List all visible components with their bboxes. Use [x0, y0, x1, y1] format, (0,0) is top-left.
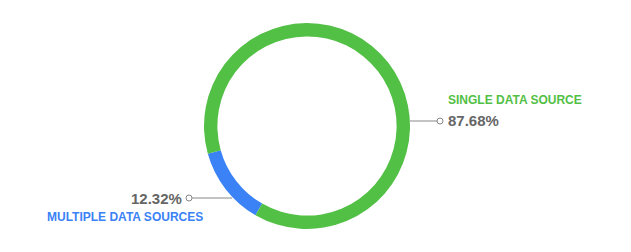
svg-text:SINGLE DATA SOURCE: SINGLE DATA SOURCE — [448, 93, 582, 107]
svg-text:87.68%: 87.68% — [448, 112, 499, 129]
svg-text:12.32%: 12.32% — [131, 190, 182, 207]
svg-text:MULTIPLE DATA SOURCES: MULTIPLE DATA SOURCES — [47, 210, 203, 224]
